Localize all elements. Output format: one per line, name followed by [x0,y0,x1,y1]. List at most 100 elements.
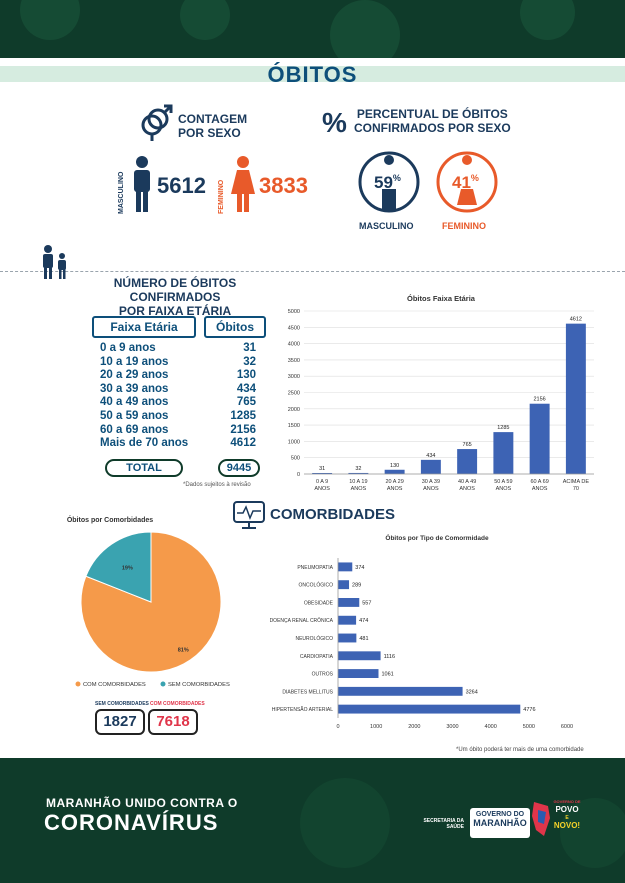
x-tick-label: ANOS [314,486,330,492]
secretaria-label: SECRETARIA DA SAÚDE [423,818,464,830]
x-tick-label: 1000 [370,724,382,730]
age-deaths: 31 [243,342,256,354]
slogan: GOVERNO DE POVO E NOVO! [553,799,581,830]
age-row: 60 a 69 anos 2156 [100,424,256,436]
x-tick-label: 3000 [446,724,458,730]
x-tick-label: 70 [573,486,579,492]
comorb-type-bar-chart: Óbitos por Tipo de Comormidade 374 PNEUMOP… [270,533,574,730]
age-column-header: Faixa Etária [92,316,196,338]
age-range: Mais de 70 anos [100,437,189,450]
age-bar [384,469,405,474]
y-tick-label: 2500 [288,391,300,397]
age-chart-title: Óbitos Faixa Etária [407,294,476,303]
age-range: 60 a 69 anos [100,423,169,436]
comorb-bar [338,651,381,661]
age-row: 20 a 29 anos 130 [100,369,256,381]
pie-value-label: 19% [122,565,133,571]
age-bar [348,472,369,474]
x-tick-label: 20 A 29 [385,479,403,485]
bar-value-label: 2156 [534,397,546,403]
y-category-label: ONCOLÓGICO [299,582,334,589]
bar-value-label: 3264 [466,689,478,695]
x-tick-label: ACIMA DE [563,479,590,485]
sex-percent-header: PERCENTUAL DE ÓBITOS CONFIRMADOS POR SEX… [354,107,511,135]
deaths-column-header: Óbitos [204,316,266,338]
age-deaths: 765 [236,396,256,409]
x-tick-label: 0 [336,724,339,730]
government-logo: GOVERNO DO MARANHÃO [470,808,530,838]
maranhao-map-icon [532,802,550,836]
legend-swatch [160,681,166,687]
section-divider [0,271,625,272]
bar-value-label: 374 [355,565,364,571]
male-person-icon [134,156,150,212]
with-comorb-caption: COM COMORBIDADES [150,701,205,707]
medical-chart-icon [233,501,265,529]
bar-value-label: 289 [352,583,361,589]
bar-value-label: 1116 [384,654,395,660]
bar-value-label: 474 [359,618,368,624]
female-person-icon [231,156,255,212]
bar-value-label: 4776 [523,707,535,713]
age-row: 40 a 49 anos 765 [100,396,256,408]
pie-chart-title: Óbitos por Comorbidades [67,515,153,524]
comorb-note: *Um óbito poderá ter mais de uma comorbi… [456,747,584,753]
x-tick-label: 60 A 69 [530,479,548,485]
footer-banner: MARANHÃO UNIDO CONTRA O CORONAVÍRUS SECR… [0,758,625,883]
comorb-bar [338,615,357,625]
gender-symbol-icon [141,104,173,141]
y-category-label: CARDIOPATIA [300,654,334,660]
x-tick-label: 30 A 39 [422,479,440,485]
bar-value-label: 130 [390,463,399,469]
y-category-label: OUTROS [312,672,334,678]
x-tick-label: 5000 [523,724,535,730]
x-tick-label: 6000 [561,724,573,730]
with-comorb-value: 7618 [148,709,198,735]
age-bar [420,459,441,474]
without-comorb-caption: SEM COMORBIDADES [95,701,149,707]
comorb-bar [338,704,521,714]
without-comorb-value: 1827 [95,709,145,735]
x-tick-label: ANOS [459,486,475,492]
y-tick-label: 4000 [288,342,300,348]
x-tick-label: 0 A 9 [316,479,328,485]
male-percent: 59% [374,173,401,192]
pie-slice [85,531,152,603]
x-tick-label: ANOS [387,486,403,492]
y-tick-label: 0 [297,472,300,478]
age-range: 0 a 9 anos [100,342,156,354]
legend-label: COM COMORBIDADES [83,682,146,688]
x-tick-label: 50 A 59 [494,479,512,485]
bar-value-label: 4612 [570,317,582,323]
pie-value-label: 81% [178,647,189,653]
comorb-header: COMORBIDADES [270,506,396,523]
age-bar-chart: Óbitos Faixa Etária 0 500 1000 1500 2000 2500 3… [288,294,594,492]
family-icon [43,245,66,279]
age-bar [493,432,514,474]
y-tick-label: 3000 [288,374,300,380]
footer-coronavirus: CORONAVÍRUS [44,810,219,835]
bar-value-label: 32 [355,466,361,472]
age-range: 50 a 59 anos [100,410,169,422]
x-tick-label: ANOS [532,486,548,492]
female-percent-label: FEMININO [442,221,486,231]
age-bar [312,472,333,474]
y-tick-label: 5000 [288,309,300,315]
y-category-label: DOENÇA RENAL CRÔNICA [270,617,334,624]
male-vertical-label: MASCULINO [118,171,125,214]
female-percent: 41% [452,173,479,192]
bar-value-label: 434 [426,453,435,459]
footer-tagline: MARANHÃO UNIDO CONTRA O [46,796,238,810]
comorb-bar [338,686,463,696]
comorb-pie-chart: Óbitos por Comorbidades 81% 19% COM COMORBI… [67,515,230,688]
y-category-label: OBESIDADE [304,600,334,606]
age-row: Mais de 70 anos 4612 [100,437,256,449]
title-bar [0,66,625,82]
y-category-label: HIPERTENSÃO ARTERIAL [272,706,333,713]
x-tick-label: 4000 [485,724,497,730]
x-tick-label: 10 A 19 [349,479,367,485]
age-bar [529,403,550,474]
comorb-bar [338,669,379,678]
percent-icon: % [322,107,347,138]
total-value: 9445 [218,459,260,477]
